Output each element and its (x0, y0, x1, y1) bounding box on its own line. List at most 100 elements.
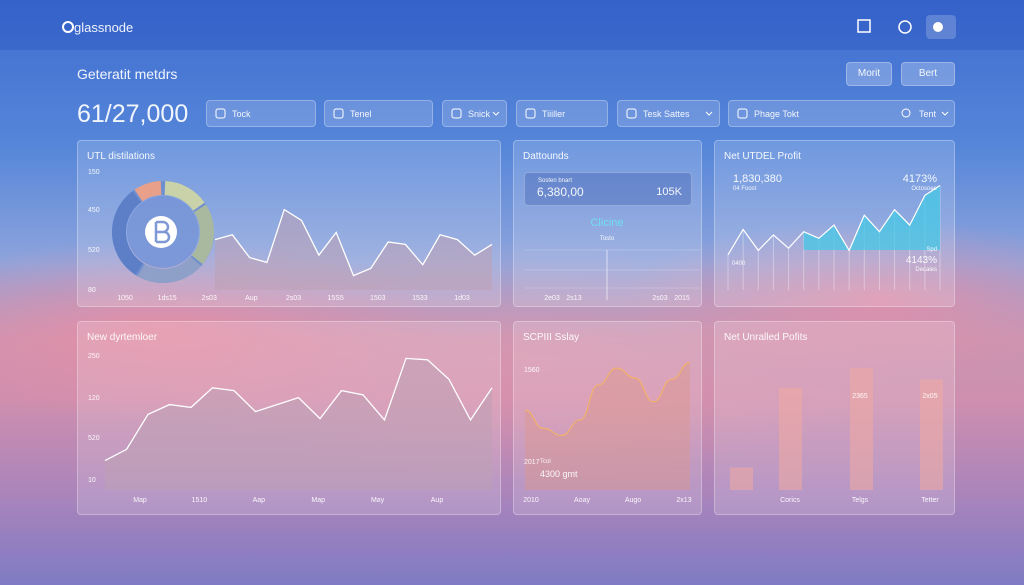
filter-label[interactable]: Phage Tokt (754, 108, 799, 119)
dropdown-arrow (705, 111, 713, 116)
y-label: 1560 (524, 366, 540, 374)
filter-label[interactable]: Tock (232, 108, 251, 119)
corner-label: 0400 (732, 261, 746, 267)
filter[interactable] (324, 100, 433, 127)
x-tick-label: 2x13 (676, 496, 692, 504)
area (803, 185, 940, 251)
sub-label: Tosto (599, 236, 615, 242)
icon-settings[interactable] (898, 20, 912, 34)
x-tick-label: 2e03 (544, 294, 560, 302)
stat-box (524, 172, 692, 206)
dropdown-arrow (941, 111, 949, 116)
x-tick-label: 15S5 (327, 294, 344, 302)
x-tick-label: 1510 (191, 496, 208, 504)
side-label: Spd (926, 247, 937, 253)
button[interactable] (901, 62, 955, 86)
top-bar (0, 0, 1024, 50)
x-tick-label: Aap (252, 496, 266, 504)
x-tick-label: 2s13 (566, 294, 582, 302)
note-value: 4300 gmt (540, 468, 578, 479)
filter-icon (626, 108, 637, 119)
metric-note: Octosoee (911, 186, 937, 192)
logo-mark (62, 21, 74, 33)
grid-line (524, 249, 700, 289)
filter-icon (215, 108, 226, 119)
filter[interactable] (516, 100, 608, 127)
filter[interactable] (206, 100, 316, 127)
bar-label: 2x05 (922, 392, 938, 400)
donut (112, 181, 214, 283)
x-tick-label: 1533 (412, 294, 428, 302)
bar (850, 368, 873, 490)
area (525, 362, 690, 490)
y-tick-label: 80 (88, 286, 96, 294)
x-tick-label: 1d03 (454, 294, 470, 302)
y-tick-label: 120 (88, 394, 100, 402)
icon-profile (933, 22, 943, 32)
panel-title: Dattounds (523, 151, 569, 162)
side-note: Decaies (915, 267, 937, 273)
side-pct: 4143% (905, 255, 937, 266)
highlight: Clicine (590, 216, 624, 229)
x-tick-label: Map (133, 496, 147, 504)
stat-value: 6,380,00 (537, 185, 584, 199)
note: Tcol (540, 459, 551, 465)
dropdown-arrow (492, 111, 500, 116)
line (727, 184, 941, 256)
filter-icon (451, 108, 462, 119)
bar-label: 2365 (852, 392, 868, 400)
x-tick-label: 1ds15 (157, 294, 177, 302)
filter[interactable] (442, 100, 507, 127)
x-tick-label: 2s03 (652, 294, 668, 302)
bar (779, 387, 802, 490)
stat-caption: Sosten bnart (538, 178, 573, 184)
panel (714, 321, 955, 515)
x-tick-label: Telgs (851, 496, 869, 504)
x-tick-label: Augo (624, 496, 642, 504)
metric-note: 04 Foost (733, 186, 757, 192)
panel-title: New dyrtemloer (87, 332, 158, 343)
button-label[interactable]: Morit (857, 68, 881, 79)
icon-search[interactable] (857, 19, 871, 33)
area (215, 209, 492, 290)
y-tick-label: 10 (88, 476, 96, 484)
metric-pct: 4173% (902, 172, 937, 185)
filter[interactable] (617, 100, 720, 127)
y-tick-label: 150 (88, 168, 100, 176)
stat-side: 105K (656, 185, 682, 198)
bar (730, 467, 753, 490)
x-tick-label: Aup (245, 294, 258, 302)
y-tick-label: 520 (88, 246, 100, 254)
panel-title: UTL distilations (87, 151, 155, 162)
x-tick-label: 2010 (523, 496, 539, 504)
x-tick-label: 2015 (674, 294, 690, 302)
bitcoin-glyph (154, 220, 171, 244)
filter-label[interactable]: Tesk Sattes (643, 108, 690, 119)
filter-label[interactable]: Tent (918, 108, 936, 119)
filter-label[interactable]: Tenel (350, 108, 372, 119)
x-tick-label: Corics (780, 496, 800, 504)
button[interactable] (846, 62, 892, 86)
panel-title: Net UTDEL Profit (724, 151, 801, 162)
x-tick-label: 2s03 (201, 294, 217, 302)
line (524, 361, 691, 437)
filter-icon (525, 108, 536, 119)
filter[interactable] (728, 100, 955, 127)
page-title: Geteratit metdrs (77, 66, 178, 82)
line (104, 357, 493, 462)
x-tick-label: Map (311, 496, 325, 504)
y-tick-label: 520 (88, 434, 100, 442)
button-label[interactable]: Bert (918, 68, 938, 79)
filter-label[interactable]: Tiiiller (542, 108, 566, 119)
x-tick-label: May (370, 496, 385, 504)
filter-label[interactable]: Snick (468, 108, 491, 119)
x-tick-label: 2s03 (285, 294, 302, 302)
x-tick-label: 1050 (117, 294, 133, 302)
donut-segment (112, 181, 214, 283)
line (214, 208, 493, 277)
donut-segment (112, 181, 214, 283)
panel (513, 321, 702, 515)
